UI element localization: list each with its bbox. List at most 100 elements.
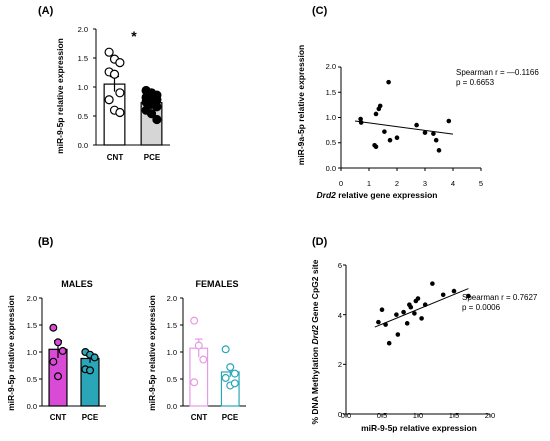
data-point bbox=[422, 130, 428, 135]
data-point bbox=[415, 296, 421, 301]
data-point bbox=[394, 312, 399, 317]
y-tick-labels-b-females: 0.0 0.5 1.0 1.5 2.0 bbox=[167, 294, 177, 411]
data-point bbox=[408, 304, 414, 310]
scatter-marks-c bbox=[338, 66, 482, 171]
data-point bbox=[194, 341, 203, 350]
y-axis-title-italic: Drd2 bbox=[310, 325, 320, 345]
data-point bbox=[401, 309, 406, 315]
panel-b-males: (B) MALES miR-9-5p relative expression 0… bbox=[6, 236, 106, 422]
y-tick-label: 2 bbox=[338, 360, 342, 369]
category-label: PCE bbox=[222, 413, 239, 422]
spearman-annotation-r: Spearman r = —0.1166 bbox=[456, 68, 539, 77]
bar-marks-b-males bbox=[39, 297, 106, 407]
y-axis-title-c: miR-9a-5p relative expression bbox=[296, 45, 306, 165]
category-label: PCE bbox=[82, 413, 99, 422]
data-point bbox=[383, 322, 388, 327]
data-point bbox=[115, 58, 125, 68]
data-point bbox=[440, 292, 446, 298]
data-point bbox=[412, 311, 417, 316]
data-point bbox=[373, 111, 379, 117]
y-tick-label: 0.5 bbox=[78, 112, 88, 121]
x-axis-title-italic: Drd2 bbox=[317, 190, 337, 200]
data-point bbox=[436, 148, 442, 153]
data-point bbox=[446, 118, 452, 124]
data-point bbox=[382, 129, 387, 134]
data-point bbox=[152, 102, 162, 112]
data-point bbox=[199, 355, 208, 364]
data-point bbox=[395, 332, 401, 337]
y-tick-label: 1.5 bbox=[78, 54, 88, 63]
data-point bbox=[451, 288, 457, 294]
data-point bbox=[49, 323, 58, 332]
y-tick-labels-c: 0.0 0.5 1.0 1.5 2.0 bbox=[326, 62, 336, 173]
bar-marks-a bbox=[93, 28, 170, 146]
x-tick-label: 4 bbox=[451, 179, 455, 188]
data-point bbox=[90, 353, 99, 362]
y-tick-label: 1.0 bbox=[78, 83, 88, 92]
y-tick-label: 2.0 bbox=[326, 62, 336, 71]
data-point bbox=[466, 293, 471, 299]
data-point bbox=[230, 369, 239, 378]
data-point bbox=[414, 122, 419, 128]
panel-title-males: MALES bbox=[61, 279, 93, 289]
spearman-annotation-p: p = 0.6653 bbox=[456, 78, 495, 87]
data-point bbox=[379, 307, 385, 313]
y-tick-labels-d: 0 2 4 6 bbox=[338, 261, 342, 419]
data-point bbox=[115, 107, 125, 118]
data-point bbox=[221, 373, 230, 382]
spearman-annotation-p: p = 0.0006 bbox=[462, 303, 501, 312]
data-point bbox=[386, 340, 392, 346]
y-axis-title-d: % DNA Methylation Drd2 Gene CpG2 site bbox=[310, 259, 320, 424]
y-tick-labels-a: 0.0 0.5 1.0 1.5 2.0 bbox=[78, 25, 88, 150]
y-tick-label: 0 bbox=[338, 410, 342, 419]
y-tick-label: 1.0 bbox=[326, 113, 336, 122]
data-point bbox=[104, 47, 114, 57]
data-point bbox=[386, 79, 391, 85]
scatter-marks-d bbox=[343, 264, 491, 417]
x-tick-label: 2 bbox=[395, 179, 399, 188]
spearman-annotation-r: Spearman r = 0.7627 bbox=[462, 293, 538, 302]
bar bbox=[80, 357, 100, 407]
y-tick-label: 0.0 bbox=[27, 402, 37, 411]
data-point bbox=[53, 372, 62, 381]
data-point bbox=[109, 69, 120, 79]
y-tick-label: 1.0 bbox=[167, 348, 177, 357]
x-axis-title-rest: relative gene expression bbox=[336, 190, 438, 200]
panel-d: (D) % DNA Methylation Drd2 Gene CpG2 sit… bbox=[310, 236, 538, 433]
data-point bbox=[373, 144, 379, 150]
bar-marks-b-females bbox=[180, 297, 246, 407]
y-tick-label: 0.0 bbox=[326, 164, 336, 173]
category-label: CNT bbox=[191, 413, 208, 422]
y-axis-title-b-females: miR-9-5p relative expression bbox=[147, 295, 157, 411]
data-point bbox=[422, 302, 428, 308]
data-point bbox=[404, 321, 410, 326]
y-tick-label: 0.0 bbox=[78, 141, 88, 150]
x-tick-label: 0 bbox=[339, 179, 343, 188]
data-point bbox=[115, 88, 125, 98]
y-tick-label: 0.5 bbox=[167, 375, 177, 384]
data-point bbox=[221, 345, 230, 354]
data-point bbox=[433, 137, 439, 143]
y-tick-label: 1.5 bbox=[167, 321, 177, 330]
y-tick-label: 0.5 bbox=[326, 138, 336, 147]
panel-b-females: FEMALES miR-9-5p relative expression 0.0… bbox=[147, 279, 246, 422]
panel-title-females: FEMALES bbox=[195, 279, 238, 289]
y-axis-title-after: Gene CpG2 site bbox=[310, 259, 320, 325]
y-tick-label: 0.5 bbox=[27, 375, 37, 384]
panel-letter-c: (C) bbox=[312, 5, 328, 17]
x-tick-label: 1 bbox=[367, 179, 371, 188]
data-point bbox=[152, 114, 162, 125]
data-point bbox=[230, 379, 239, 388]
y-tick-label: 1.5 bbox=[326, 88, 336, 97]
data-point bbox=[387, 137, 393, 143]
data-point bbox=[49, 357, 58, 366]
x-tick-labels-c: 0 1 2 3 4 5 bbox=[339, 179, 483, 188]
panel-letter-a: (A) bbox=[38, 5, 54, 17]
y-tick-label: 0.0 bbox=[167, 402, 177, 411]
data-point bbox=[431, 131, 436, 136]
category-label: CNT bbox=[50, 413, 67, 422]
data-point bbox=[358, 120, 364, 125]
panel-c: (C) miR-9a-5p relative expression Drd2 r… bbox=[296, 5, 539, 200]
category-label: CNT bbox=[107, 153, 124, 162]
